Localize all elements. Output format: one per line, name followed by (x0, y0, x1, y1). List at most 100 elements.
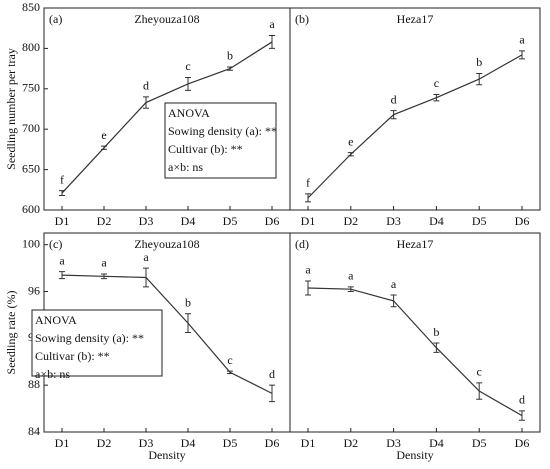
error-bar (269, 384, 275, 403)
significance-letter: c (185, 59, 190, 73)
error-bar (227, 66, 233, 71)
panel-label: (d) (295, 237, 309, 251)
error-bar (143, 267, 149, 288)
error-bar (185, 76, 191, 91)
y-axis-label: Seedling number per tray (4, 48, 18, 170)
error-bar (390, 294, 397, 308)
y-tick-label: 750 (22, 81, 40, 95)
x-tick-label: D2 (97, 214, 112, 228)
error-bar (476, 382, 483, 400)
anova-line: Cultivar (b): ** (35, 349, 110, 363)
error-bar (59, 190, 65, 196)
y-tick-label: 600 (22, 202, 40, 216)
significance-letter: a (305, 263, 311, 277)
x-tick-label: D5 (472, 436, 487, 450)
error-bar (269, 34, 275, 49)
y-axis-label: Seedling rate (%) (4, 291, 18, 375)
significance-letter: d (519, 393, 525, 407)
error-bar (101, 145, 107, 150)
panel-label: (a) (49, 12, 62, 26)
error-bar (433, 342, 440, 353)
x-tick-label: D1 (55, 436, 70, 450)
x-tick-label: D6 (515, 214, 530, 228)
error-bar (305, 280, 311, 296)
error-bar (227, 370, 233, 374)
plot-frame (289, 7, 541, 211)
significance-letter: b (433, 325, 439, 339)
x-tick-label: D5 (223, 214, 238, 228)
significance-letter: b (185, 296, 191, 310)
anova-line: Sowing density (a): ** (35, 331, 144, 345)
error-bar (59, 271, 65, 280)
error-bar (185, 313, 191, 333)
error-bar (519, 50, 525, 60)
significance-letter: e (348, 134, 353, 148)
x-tick-label: D6 (515, 436, 530, 450)
plot-frame (289, 232, 541, 433)
data-line (61, 274, 273, 394)
error-bar (433, 93, 440, 102)
anova-box (164, 102, 277, 179)
x-tick-label: D3 (386, 214, 401, 228)
x-tick-label: D6 (265, 436, 280, 450)
anova-line: ANOVA (168, 106, 210, 120)
significance-letter: d (269, 367, 275, 381)
significance-letter: a (269, 17, 275, 31)
significance-letter: d (143, 79, 149, 93)
y-tick-label: 700 (22, 121, 40, 135)
y-tick-label: 650 (22, 161, 40, 175)
panel-label: (b) (295, 12, 309, 26)
significance-letter: a (59, 253, 65, 267)
panel-title: Zheyouza108 (134, 237, 199, 251)
x-tick-label: D5 (472, 214, 487, 228)
y-tick-label: 88 (28, 377, 40, 391)
error-bar (476, 72, 483, 86)
error-bar (101, 273, 107, 280)
y-tick-label: 800 (22, 40, 40, 54)
significance-letter: f (306, 176, 310, 190)
significance-letter: a (348, 269, 354, 283)
significance-letter: e (101, 128, 106, 142)
significance-letter: d (391, 92, 397, 106)
panel-title: Heza17 (397, 237, 434, 251)
significance-letter: b (227, 49, 233, 63)
anova-line: ANOVA (35, 313, 77, 327)
significance-letter: c (477, 365, 482, 379)
x-axis-label: Density (148, 448, 185, 462)
x-tick-label: D4 (181, 436, 196, 450)
significance-letter: a (143, 250, 149, 264)
significance-letter: a (519, 33, 525, 47)
anova-line: Sowing density (a): ** (168, 124, 277, 138)
error-bar (347, 152, 354, 157)
x-tick-label: D2 (343, 436, 358, 450)
anova-box (31, 309, 163, 377)
x-axis-label: Density (396, 448, 433, 462)
x-tick-label: D5 (223, 436, 238, 450)
y-tick-label: 850 (22, 0, 40, 14)
panel-label: (c) (49, 237, 62, 251)
y-tick-label: 84 (28, 424, 40, 438)
x-tick-label: D4 (429, 214, 444, 228)
error-bar (519, 410, 525, 421)
error-bar (347, 286, 354, 293)
x-tick-label: D4 (429, 436, 444, 450)
panel-title: Zheyouza108 (134, 12, 199, 26)
significance-letter: b (476, 55, 482, 69)
x-tick-label: D6 (265, 214, 280, 228)
x-tick-label: D1 (55, 214, 70, 228)
anova-line: a×b: ns (35, 367, 70, 381)
significance-letter: c (227, 353, 232, 367)
significance-letter: f (60, 172, 64, 186)
error-bar (305, 193, 311, 203)
data-line (61, 41, 273, 194)
significance-letter: a (101, 256, 107, 270)
x-tick-label: D1 (301, 436, 316, 450)
x-tick-label: D3 (386, 436, 401, 450)
data-line (307, 54, 523, 199)
x-tick-label: D1 (301, 214, 316, 228)
significance-letter: c (434, 76, 439, 90)
significance-letter: a (391, 277, 397, 291)
anova-line: Cultivar (b): ** (168, 142, 243, 156)
y-tick-label: 100 (22, 236, 40, 250)
